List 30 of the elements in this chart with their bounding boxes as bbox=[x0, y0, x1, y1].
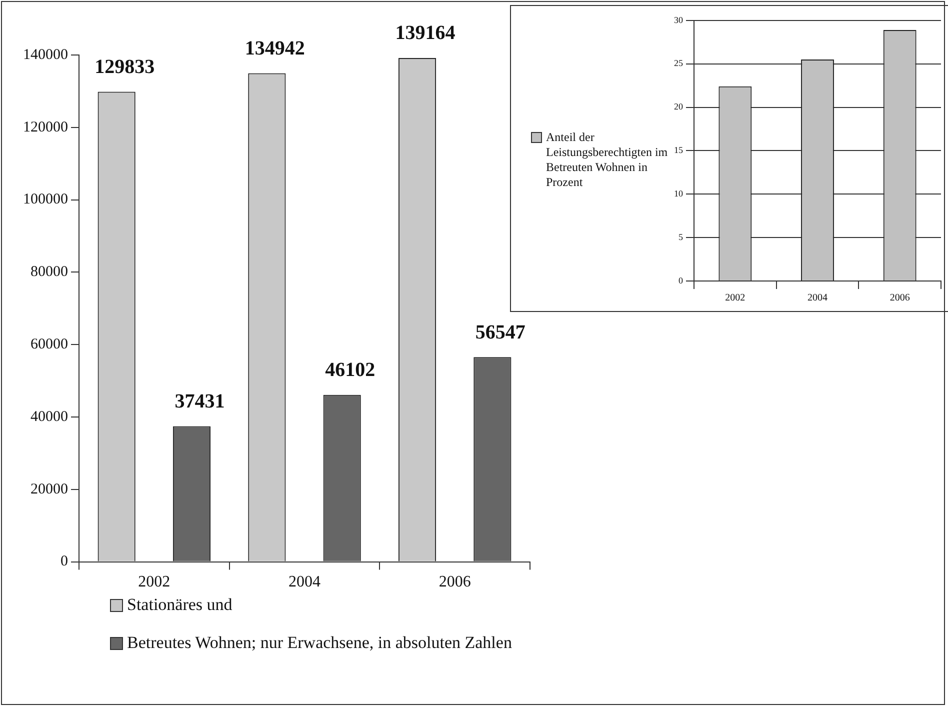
data-label: 37431 bbox=[174, 390, 225, 412]
x-tick-label: 2006 bbox=[438, 574, 471, 591]
y-tick-label: 25 bbox=[674, 58, 684, 68]
y-tick-label: 140000 bbox=[23, 46, 68, 63]
y-tick-label: 15 bbox=[674, 145, 684, 156]
y-tick-label: 0 bbox=[60, 554, 68, 570]
x-tick-label: 2006 bbox=[890, 292, 910, 304]
y-tick-label: 80000 bbox=[30, 264, 68, 280]
y-tick-label: 10 bbox=[674, 188, 684, 198]
x-tick-label: 2004 bbox=[288, 574, 320, 591]
y-tick-label: 5 bbox=[678, 232, 684, 242]
x-tick-label: 2002 bbox=[725, 292, 746, 304]
y-tick-label: 120000 bbox=[23, 119, 68, 136]
y-tick-label: 0 bbox=[678, 275, 684, 286]
y-tick-label: 40000 bbox=[30, 408, 68, 425]
data-label: 134942 bbox=[244, 37, 305, 60]
y-tick-label: 100000 bbox=[23, 192, 68, 208]
x-tick-label: 2002 bbox=[138, 574, 170, 591]
y-tick-label: 20000 bbox=[30, 481, 68, 498]
y-tick-label: 60000 bbox=[30, 336, 68, 353]
data-label: 46102 bbox=[325, 359, 376, 382]
legend-label: Anteil der Leistungsberechtigten im Betreuten Wohnen in Prozent bbox=[546, 130, 669, 190]
data-label: 129833 bbox=[94, 56, 155, 78]
x-tick-label: 2004 bbox=[808, 292, 828, 304]
data-label: 56547 bbox=[475, 321, 526, 344]
legend-label: Stationäres und bbox=[127, 595, 232, 615]
legend-label: Betreutes Wohnen; nur Erwachsene, in absoluten Zahlen bbox=[127, 633, 512, 653]
y-tick-label: 30 bbox=[674, 14, 684, 25]
y-tick-label: 20 bbox=[674, 102, 684, 112]
data-label: 139164 bbox=[395, 22, 456, 44]
